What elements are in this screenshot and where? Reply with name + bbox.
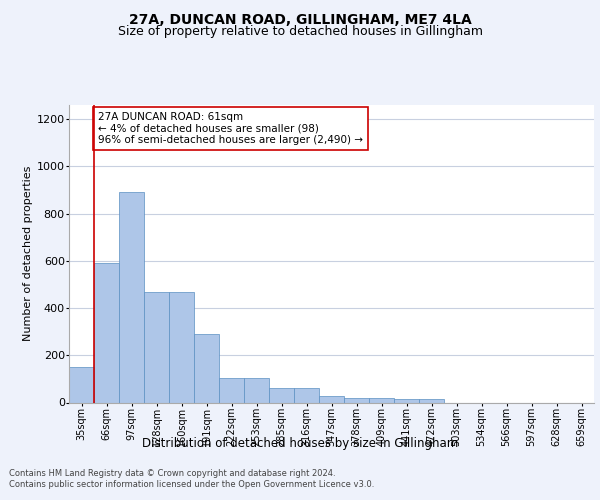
Text: Contains public sector information licensed under the Open Government Licence v3: Contains public sector information licen… [9, 480, 374, 489]
Bar [394, 400, 419, 402]
Bar [319, 396, 344, 402]
Bar [419, 400, 444, 402]
Bar [194, 334, 219, 402]
Bar [94, 263, 119, 402]
Bar [344, 398, 369, 402]
Text: 27A, DUNCAN ROAD, GILLINGHAM, ME7 4LA: 27A, DUNCAN ROAD, GILLINGHAM, ME7 4LA [128, 12, 472, 26]
Y-axis label: Number of detached properties: Number of detached properties [23, 166, 32, 342]
Bar [169, 292, 194, 403]
Text: Size of property relative to detached houses in Gillingham: Size of property relative to detached ho… [118, 25, 482, 38]
Text: 27A DUNCAN ROAD: 61sqm
← 4% of detached houses are smaller (98)
96% of semi-deta: 27A DUNCAN ROAD: 61sqm ← 4% of detached … [98, 112, 363, 146]
Text: Distribution of detached houses by size in Gillingham: Distribution of detached houses by size … [142, 438, 458, 450]
Bar [294, 388, 319, 402]
Bar [369, 398, 394, 402]
Bar [219, 378, 244, 402]
Bar [69, 367, 94, 402]
Bar [144, 292, 169, 403]
Bar [269, 388, 294, 402]
Text: Contains HM Land Registry data © Crown copyright and database right 2024.: Contains HM Land Registry data © Crown c… [9, 469, 335, 478]
Bar [119, 192, 144, 402]
Bar [244, 378, 269, 402]
